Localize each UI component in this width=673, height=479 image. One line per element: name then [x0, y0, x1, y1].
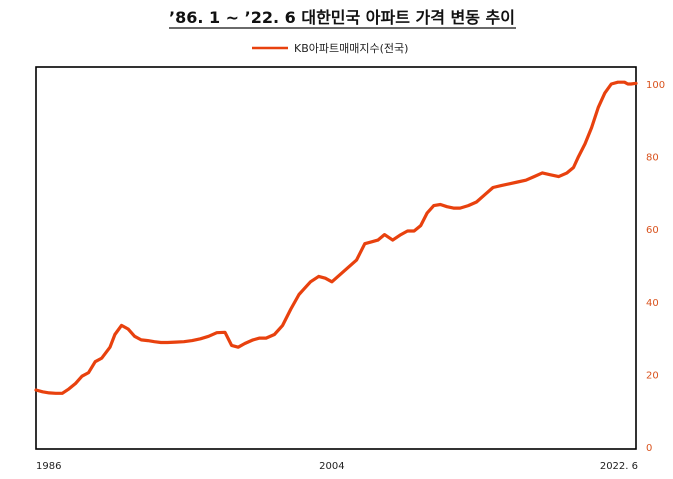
y-tick-label: 40 — [646, 298, 659, 309]
y-tick-label: 80 — [646, 153, 659, 164]
series-layer — [34, 80, 638, 395]
x-tick-label: 2022. 6 — [600, 461, 638, 472]
legend: KB아파트매매지수(전국) — [252, 42, 408, 55]
y-tick-label: 20 — [646, 370, 659, 381]
chart-title: ’86. 1 ~ ’22. 6 대한민국 아파트 가격 변동 추이 — [169, 8, 515, 27]
legend-label: KB아파트매매지수(전국) — [294, 42, 408, 55]
y-tick-label: 60 — [646, 225, 659, 236]
y-tick-label: 0 — [646, 443, 652, 454]
plot-frame — [35, 66, 637, 450]
x-tick-label: 2004 — [319, 461, 344, 472]
y-tick-label: 100 — [646, 80, 665, 91]
series-line-0 — [34, 80, 638, 395]
x-axis-ticks: 1986 2004 2022. 6 — [36, 461, 638, 472]
y-axis-ticks: 0 20 40 60 80 100 — [646, 80, 665, 454]
x-tick-label: 1986 — [36, 461, 61, 472]
